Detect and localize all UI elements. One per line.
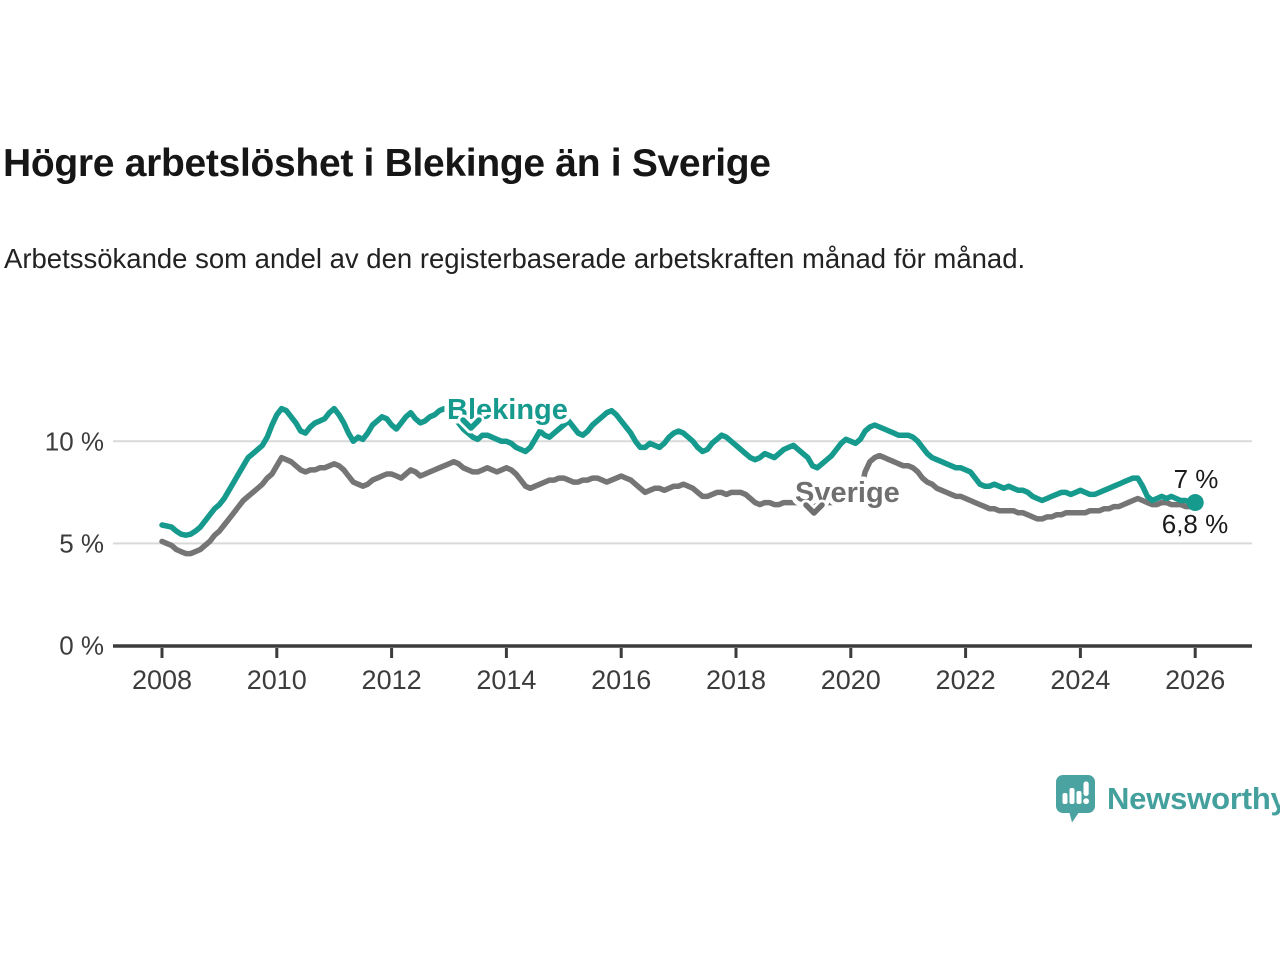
series-line-sverige [159,452,1198,557]
end-value-sverige: 6,8 % [1162,509,1229,539]
x-tick-label: 2010 [247,665,307,695]
y-tick-label: 0 % [59,631,104,661]
exclamation-icon [1083,781,1089,796]
bar-icon [1069,788,1075,804]
exclamation-dot-icon [1083,798,1089,805]
page-title: Högre arbetslöshet i Blekinge än i Sveri… [3,142,771,185]
series-line-blekinge [159,405,1198,538]
bar-icon [1062,793,1068,804]
x-tick-label: 2024 [1050,665,1110,695]
x-tick-label: 2020 [821,665,881,695]
y-tick-label: 10 % [45,426,104,456]
annotation-layer: Blekinge Sverige 7 % 6,8 % [443,390,1232,543]
page-subtitle: Arbetssökande som andel av den registerb… [4,243,1026,274]
plot-layer: 0 % 5 % 10 % 2008 2010 2012 2014 2016 2018 2020 20… [45,405,1252,695]
x-tick-label: 2016 [591,665,651,695]
x-tick-label: 2026 [1165,665,1225,695]
end-value-blekinge: 7 % [1174,464,1219,494]
x-tick-label: 2018 [706,665,766,695]
newsworthy-logo-icon [1056,775,1095,823]
x-tick-label: 2014 [476,665,536,695]
newsworthy-logo-text: Newsworthy [1107,780,1280,816]
x-tick-label: 2012 [362,665,422,695]
sverige-caret-down-icon [803,502,825,516]
x-tick-label: 2008 [132,665,192,695]
y-tick-label: 5 % [59,528,104,558]
newsworthy-logo: Newsworthy [1055,774,1280,823]
series-endpoint-dot [1186,494,1204,512]
bar-icon [1076,791,1082,804]
series-label-sverige: Sverige [795,477,900,509]
x-tick-label: 2022 [936,665,996,695]
blekinge-caret-down-icon [460,417,482,431]
speech-bubble-shape [1056,775,1095,823]
